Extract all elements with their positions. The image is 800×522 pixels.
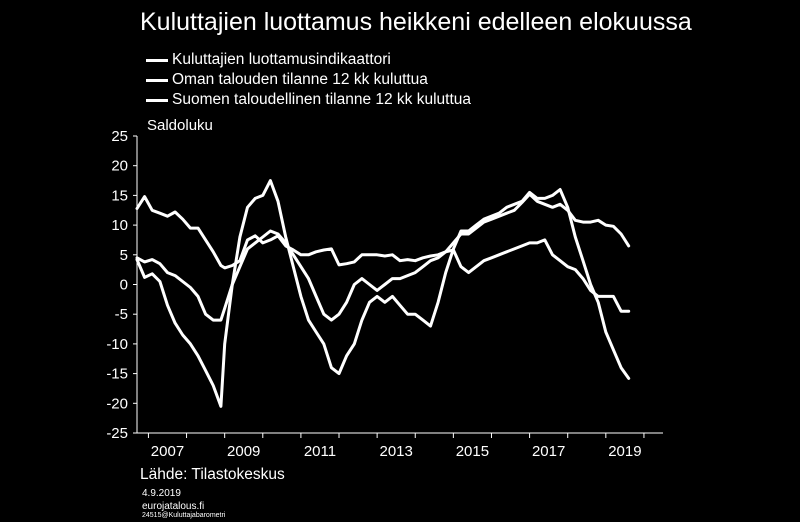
y-tick-label: 25	[111, 128, 128, 145]
y-tick-label: 10	[111, 217, 128, 234]
x-tick-label: 2011	[304, 443, 336, 460]
legend-label: Suomen taloudellinen tilanne 12 kk kulut…	[172, 91, 472, 108]
y-tick-label: -25	[106, 425, 128, 442]
legend-item-oman-talouden-tilanne: Oman talouden tilanne 12 kk kuluttua	[146, 70, 471, 90]
legend-label: Kuluttajien luottamusindikaattori	[172, 51, 391, 68]
legend-item-luottamusindikaattori: Kuluttajien luottamusindikaattori	[146, 50, 471, 70]
publish-date: 4.9.2019	[142, 488, 181, 499]
y-axis-label: Saldoluku	[147, 117, 213, 134]
series-line-2	[135, 229, 631, 322]
x-tick-label: 2007	[151, 443, 184, 460]
legend-label: Oman talouden tilanne 12 kk kuluttua	[172, 71, 428, 88]
chart-legend: Kuluttajien luottamusindikaattori Oman t…	[146, 50, 471, 110]
legend-item-suomen-taloudellinen-tilanne: Suomen taloudellinen tilanne 12 kk kulut…	[146, 90, 471, 110]
chart-series	[135, 179, 631, 408]
x-tick-label: 2019	[608, 443, 641, 460]
legend-swatch	[146, 78, 168, 82]
y-tick-label: 0	[120, 277, 128, 294]
source-note: Lähde: Tilastokeskus	[140, 466, 285, 483]
x-tick-label: 2013	[380, 443, 413, 460]
y-tick-label: -20	[106, 395, 128, 412]
y-tick-label: 15	[111, 187, 128, 204]
series-line-1	[135, 192, 631, 270]
legend-swatch	[146, 58, 168, 62]
y-tick-label: 20	[111, 158, 128, 175]
legend-swatch	[146, 98, 168, 102]
y-tick-label: -5	[115, 306, 128, 323]
x-tick-label: 2009	[227, 443, 260, 460]
chart-title: Kuluttajien luottamus heikkeni edelleen …	[140, 8, 692, 36]
y-tick-label: -15	[106, 366, 128, 383]
chart-code: 24515@Kuluttajabarometri	[142, 512, 226, 519]
series-line-3	[135, 179, 631, 408]
y-tick-label: -10	[106, 336, 128, 353]
y-tick-label: 5	[120, 247, 128, 264]
site-name: eurojatalous.fi	[142, 501, 205, 512]
x-tick-label: 2015	[456, 443, 489, 460]
x-tick-label: 2017	[532, 443, 565, 460]
